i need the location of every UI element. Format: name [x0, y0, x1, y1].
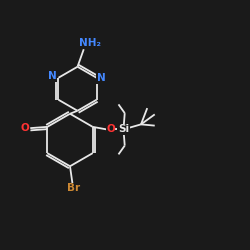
Text: O: O — [21, 123, 30, 133]
Text: Br: Br — [67, 183, 80, 193]
Text: NH₂: NH₂ — [78, 38, 100, 48]
Text: Si: Si — [118, 124, 129, 134]
Text: O: O — [106, 124, 115, 134]
Text: N: N — [97, 73, 106, 83]
Text: N: N — [48, 72, 56, 82]
